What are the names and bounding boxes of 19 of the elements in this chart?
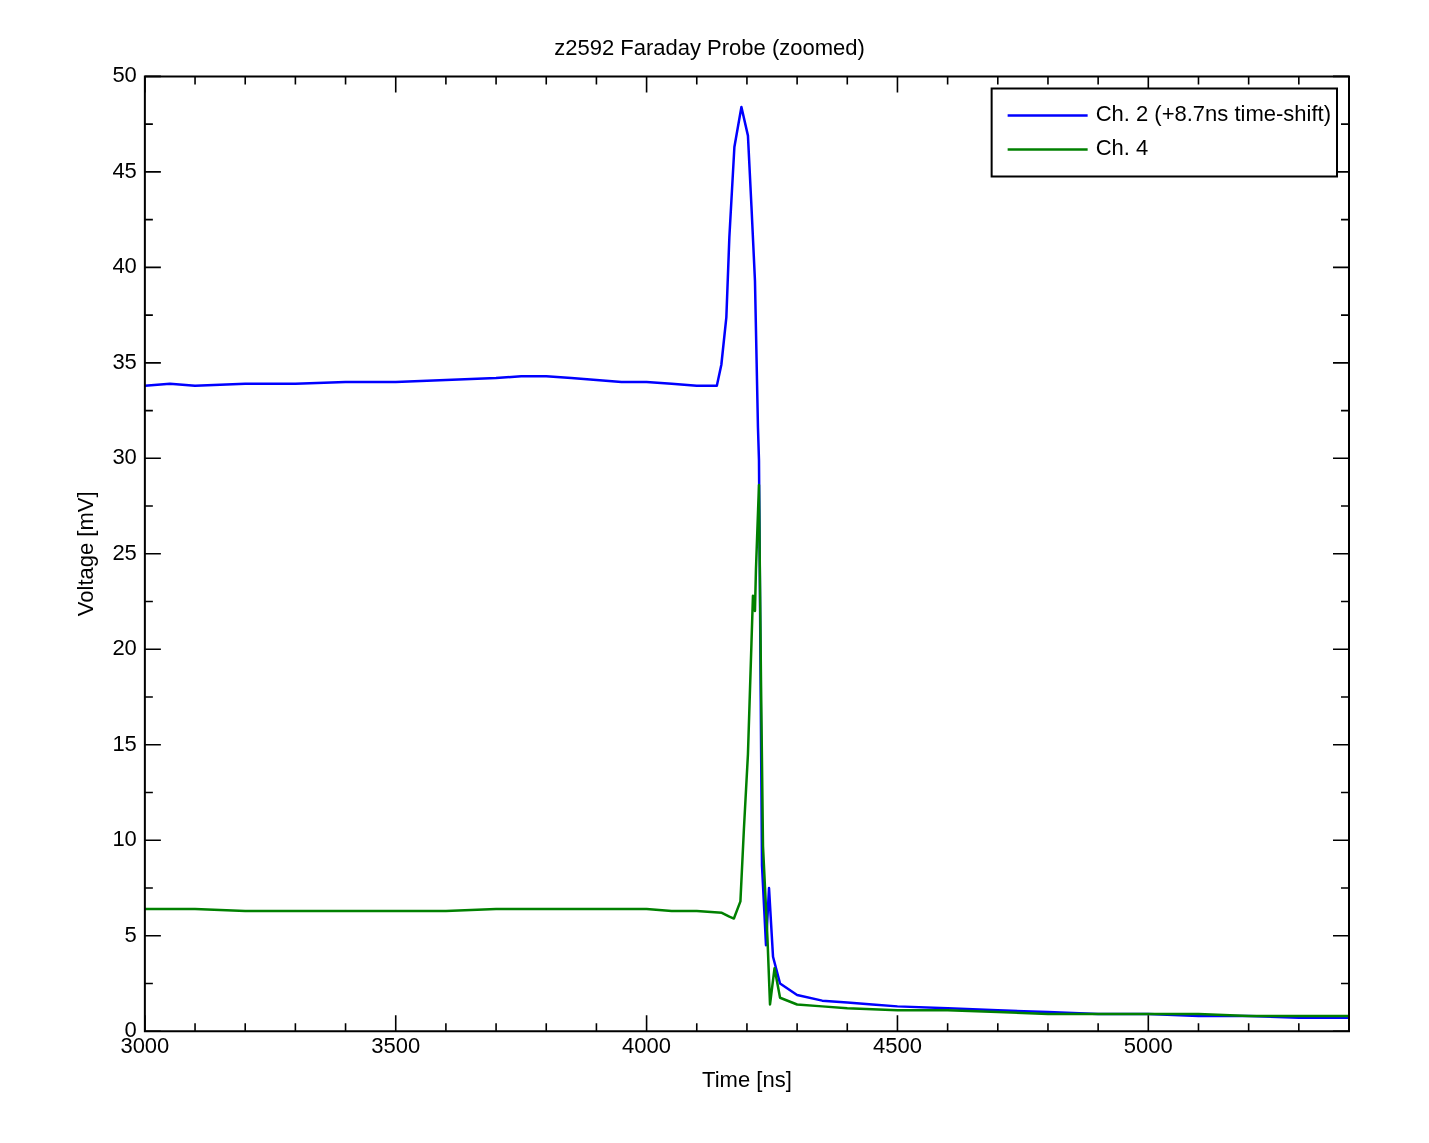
x-tick-label: 3500 [371,1033,421,1059]
y-tick-label: 10 [112,826,137,852]
y-axis-title: Voltage [mV] [73,491,99,617]
y-tick-label: 5 [124,921,137,947]
y-tick-label: 15 [112,730,137,756]
chart-title: z2592 Faraday Probe (zoomed) [554,35,865,61]
legend-label: Ch. 4 [1095,135,1149,161]
x-tick-label: 4000 [622,1033,672,1059]
x-tick-label: 4500 [872,1033,922,1059]
y-tick-label: 50 [112,62,137,88]
y-tick-label: 20 [112,635,137,661]
x-axis-title: Time [ns] [702,1066,792,1092]
y-tick-label: 45 [112,157,137,183]
x-tick-label: 5000 [1123,1033,1173,1059]
y-tick-label: 30 [112,444,137,470]
y-tick-label: 35 [112,348,137,374]
y-tick-label: 40 [112,253,137,279]
y-tick-label: 25 [112,539,137,565]
legend-label: Ch. 2 (+8.7ns time-shift) [1095,101,1332,127]
